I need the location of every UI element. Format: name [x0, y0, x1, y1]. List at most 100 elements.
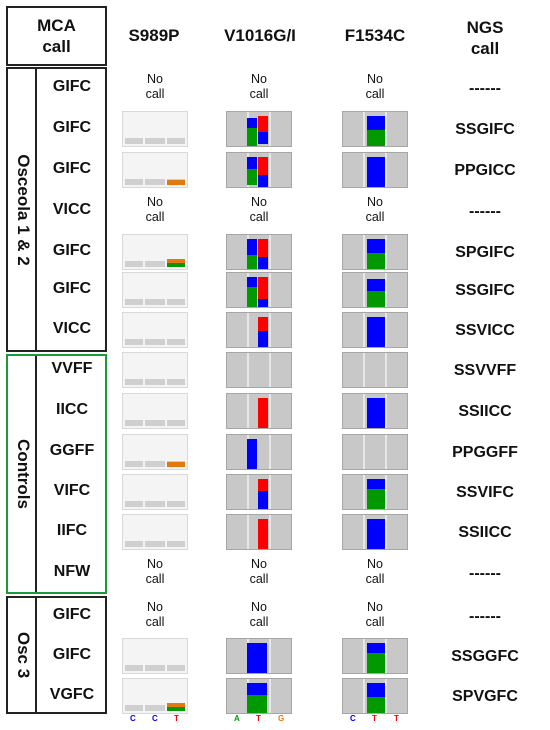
- ngs-call-cell: SSGIFC: [455, 282, 515, 299]
- group-label-osceola-1-2: Osceola 1 & 2: [14, 153, 34, 266]
- s989p-trace-panel: [122, 434, 188, 470]
- red-peak: [258, 519, 268, 549]
- v1016-trace-panel: [226, 312, 292, 348]
- no-call-line1: No: [367, 72, 383, 86]
- no-call-line2: call: [145, 210, 165, 224]
- trace-divider: [143, 298, 145, 306]
- no-call-line1: No: [251, 195, 267, 209]
- trace-baseline: [125, 379, 185, 385]
- trace-divider: [269, 475, 271, 509]
- trace-divider: [363, 435, 365, 469]
- no-call-line1: No: [147, 195, 163, 209]
- green-peak: [247, 695, 267, 713]
- orange-peak: [167, 462, 185, 467]
- trace-divider: [363, 639, 365, 673]
- blue-peak: [367, 279, 385, 291]
- v1016-trace-panel: [226, 111, 292, 147]
- orange-peak: [167, 259, 185, 263]
- no-call-line2: call: [145, 615, 165, 629]
- s989p-trace-panel: [122, 638, 188, 674]
- no-call-line1: No: [147, 72, 163, 86]
- ngs-call-cell: SSVIFC: [456, 484, 514, 501]
- mca-call-cell: GIFC: [52, 646, 92, 663]
- trace-divider: [363, 353, 365, 387]
- trace-divider: [269, 112, 271, 146]
- trace-divider: [385, 112, 387, 146]
- f1534c-no-call: No call: [340, 72, 410, 102]
- trace-divider: [363, 153, 365, 187]
- trace-divider: [247, 353, 249, 387]
- red-peak: [258, 116, 268, 132]
- s989p-header: S989P: [128, 26, 180, 46]
- blue-peak: [247, 239, 257, 255]
- ngs-call-cell: SSGGFC: [451, 648, 519, 665]
- f1534c-trace-panel: [342, 434, 408, 470]
- no-call-line1: No: [367, 195, 383, 209]
- trace-divider: [269, 353, 271, 387]
- trace-divider: [269, 679, 271, 713]
- trace-divider: [363, 679, 365, 713]
- mca-call-cell: VIFC: [53, 482, 91, 499]
- s989p-trace-panel: [122, 474, 188, 510]
- v1016-no-call: No call: [224, 600, 294, 630]
- trace-divider: [165, 540, 167, 548]
- trace-divider: [143, 540, 145, 548]
- trace-divider: [165, 378, 167, 386]
- trace-divider: [385, 394, 387, 428]
- v1016-trace-panel: [226, 152, 292, 188]
- mca-call-cell: GIFC: [52, 606, 92, 623]
- no-call-line2: call: [365, 210, 385, 224]
- mca-header-line2: call: [42, 37, 71, 56]
- trace-divider: [143, 137, 145, 145]
- trace-baseline: [125, 339, 185, 345]
- ngs-call-header: NGS call: [430, 10, 540, 66]
- trace-baseline: [125, 179, 185, 185]
- trace-divider: [385, 235, 387, 269]
- trace-divider: [363, 112, 365, 146]
- trace-baseline: [125, 420, 185, 426]
- red-peak: [258, 277, 268, 301]
- blue-peak: [367, 479, 385, 489]
- trace-divider: [165, 460, 167, 468]
- f1534c-trace-panel: [342, 234, 408, 270]
- mca-call-cell: VGFC: [49, 686, 95, 703]
- f1534c-trace-panel: [342, 678, 408, 714]
- no-call-line2: call: [249, 615, 269, 629]
- no-call-line1: No: [147, 600, 163, 614]
- ngs-call-cell: SSVVFF: [453, 362, 517, 379]
- blue-peak: [258, 132, 268, 144]
- no-call-line1: No: [251, 72, 267, 86]
- blue-peak: [367, 116, 385, 130]
- f1534c-trace-panel: [342, 638, 408, 674]
- v1016-no-call: No call: [224, 72, 294, 102]
- trace-baseline: [125, 261, 185, 267]
- blue-peak: [367, 239, 385, 253]
- trace-divider: [269, 639, 271, 673]
- trace-baseline: [125, 665, 185, 671]
- trace-divider: [165, 338, 167, 346]
- trace-divider: [165, 298, 167, 306]
- ngs-call-cell: PPGICC: [454, 162, 516, 179]
- trace-divider: [363, 475, 365, 509]
- ngs-call-cell: PPGGFF: [452, 444, 518, 461]
- blue-peak: [367, 398, 385, 428]
- blue-peak: [367, 157, 385, 187]
- trace-divider: [269, 313, 271, 347]
- s989p-trace-panel: [122, 234, 188, 270]
- trace-divider: [385, 475, 387, 509]
- v1016-trace-panel: [226, 678, 292, 714]
- f1534c-trace-panel: [342, 152, 408, 188]
- ngs-call-cell: SPGIFC: [455, 244, 515, 261]
- red-peak: [258, 398, 268, 428]
- s989p-nucleotide-label: C: [130, 714, 136, 723]
- v1016-nucleotide-label: T: [256, 714, 261, 723]
- mca-call-cell: GIFC: [52, 119, 92, 136]
- trace-divider: [247, 515, 249, 549]
- green-peak: [367, 697, 385, 713]
- trace-divider: [385, 313, 387, 347]
- trace-divider: [247, 475, 249, 509]
- no-call-line1: No: [367, 600, 383, 614]
- v1016-trace-panel: [226, 272, 292, 308]
- ngs-call-cell: ------: [469, 608, 501, 625]
- s989p-no-call: No call: [120, 557, 190, 587]
